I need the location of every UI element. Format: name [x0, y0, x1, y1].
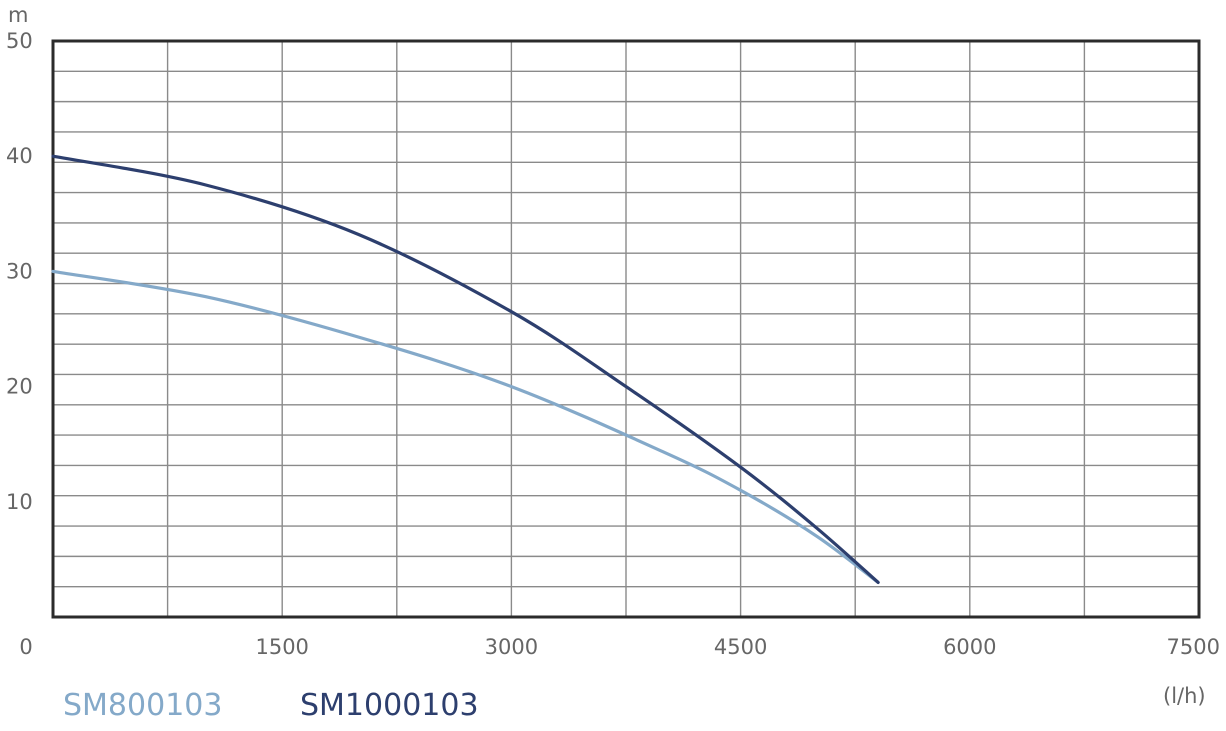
legend-entry-sm800103: SM800103	[63, 688, 222, 723]
x-tick-label: 7500	[1167, 635, 1220, 659]
x-unit-label: (l/h)	[1163, 684, 1206, 708]
y-tick-label: 50	[6, 29, 33, 53]
y-tick-label: 30	[6, 259, 33, 283]
plot-frame	[51, 39, 1201, 619]
y-tick-label: 20	[6, 375, 33, 399]
x-tick-label: 6000	[943, 635, 996, 659]
series-line-sm800103	[51, 269, 880, 584]
y-tick-labels: 10 20 30 40 50	[6, 29, 33, 514]
x-tick-label: 3000	[485, 635, 538, 659]
y-tick-label: 40	[6, 144, 33, 168]
legend-entry-sm1000103: SM1000103	[300, 688, 479, 723]
y-tick-label: 10	[6, 490, 33, 514]
series-lines	[51, 154, 880, 584]
x-tick-label: 0	[19, 635, 32, 659]
y-unit-label: m	[8, 3, 28, 27]
x-tick-label: 4500	[714, 635, 767, 659]
x-tick-label: 1500	[255, 635, 308, 659]
series-line-sm1000103	[51, 154, 880, 584]
x-tick-labels: 0 1500 3000 4500 6000 7500	[19, 635, 1220, 659]
grid	[53, 41, 1199, 617]
